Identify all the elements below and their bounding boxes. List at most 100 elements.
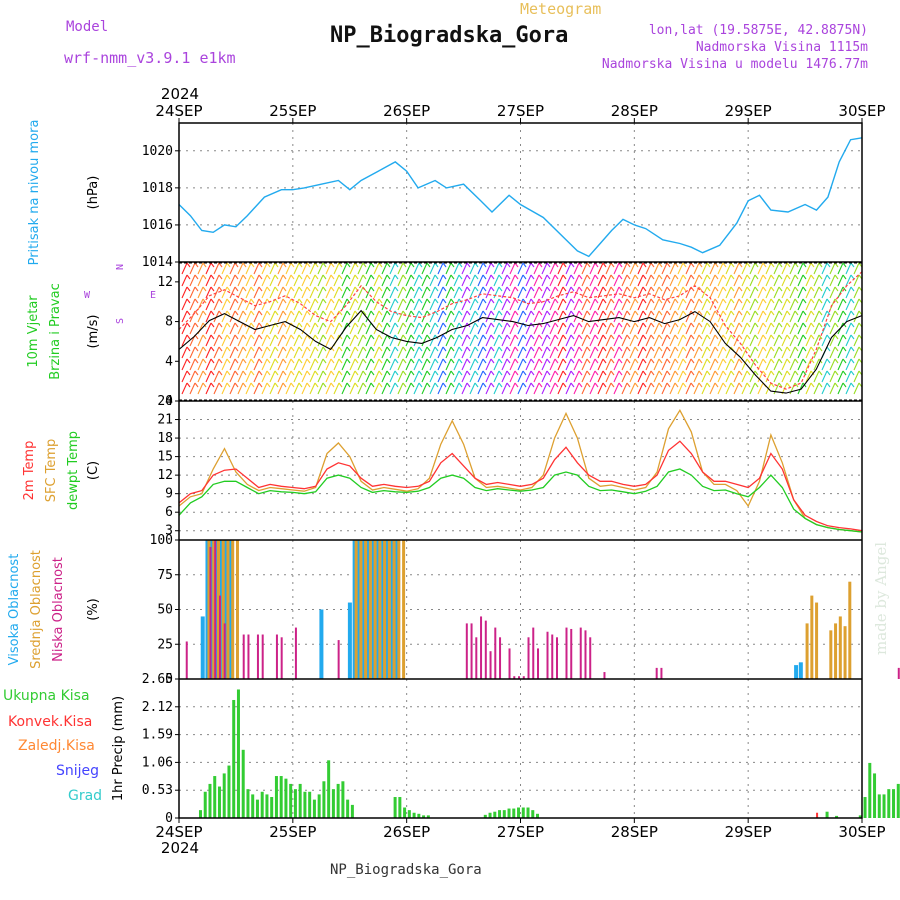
wind-barb-flag bbox=[426, 358, 431, 364]
wind-barb-flag bbox=[634, 382, 639, 388]
wind-barb bbox=[621, 358, 628, 371]
wind-barb-flag bbox=[802, 334, 807, 340]
wind-barb-flag bbox=[778, 274, 783, 280]
wind-barb-flag bbox=[650, 322, 655, 328]
wind-barb bbox=[741, 274, 748, 287]
wind-barb-flag bbox=[554, 322, 559, 328]
wind-barb-flag bbox=[778, 358, 783, 364]
wind-barb-flag bbox=[338, 262, 343, 268]
wind-barb bbox=[461, 346, 468, 359]
wind-barb-flag bbox=[754, 298, 759, 304]
wind-barb-flag bbox=[746, 346, 751, 352]
precip-total-bar bbox=[536, 813, 540, 818]
bottom-day-label: 30SEP bbox=[838, 823, 885, 841]
wind-barb-flag bbox=[554, 262, 559, 268]
wind-barb-flag bbox=[786, 322, 791, 328]
wind-barb bbox=[605, 262, 612, 275]
wind-barb-flag bbox=[418, 346, 423, 352]
wind-barb-flag bbox=[802, 358, 807, 364]
wind-barb-flag bbox=[498, 334, 503, 340]
wind-barb bbox=[773, 310, 780, 323]
wind-barb bbox=[845, 322, 852, 335]
wind-barb-flag bbox=[770, 358, 775, 364]
wind-barb-flag bbox=[370, 370, 375, 376]
wind-barb-flag bbox=[450, 370, 455, 376]
wind-barb bbox=[429, 322, 436, 335]
wind-barb bbox=[669, 358, 676, 371]
wind-barb bbox=[517, 274, 524, 287]
precip-total-bar bbox=[868, 762, 872, 818]
wind-barb bbox=[645, 310, 652, 323]
wind-barb-flag bbox=[434, 298, 439, 304]
wind-barb-flag bbox=[770, 334, 775, 340]
wind-barb-flag bbox=[562, 382, 567, 388]
wind-gust-line bbox=[178, 271, 863, 390]
wind-barb bbox=[725, 262, 732, 275]
wind-barb-flag bbox=[674, 262, 679, 268]
cloud-mid-bar bbox=[212, 540, 216, 679]
wind-barb-flag bbox=[418, 310, 423, 316]
wind-barb-flag bbox=[322, 358, 327, 364]
wind-barb bbox=[709, 286, 716, 299]
wind-barb bbox=[293, 334, 300, 347]
wind-barb bbox=[813, 346, 820, 359]
wind-barb-flag bbox=[570, 346, 575, 352]
wind-barb bbox=[293, 274, 300, 287]
wind-barb bbox=[341, 298, 348, 311]
wind-barb-flag bbox=[738, 358, 743, 364]
precip-total-bar bbox=[246, 789, 250, 818]
wind-barb bbox=[789, 322, 796, 335]
wind-barb bbox=[389, 286, 396, 299]
top-day-label: 28SEP bbox=[611, 102, 658, 120]
wind-barb-flag bbox=[722, 346, 727, 352]
wind-barb-flag bbox=[426, 382, 431, 388]
wind-barb bbox=[301, 358, 308, 371]
wind-barb-flag bbox=[482, 298, 487, 304]
wind-barb bbox=[797, 310, 804, 323]
wind-barb-flag bbox=[402, 310, 407, 316]
wind-barb-flag bbox=[378, 370, 383, 376]
wind-barb bbox=[413, 346, 420, 359]
wind-barb bbox=[597, 298, 604, 311]
wind-barb bbox=[501, 274, 508, 287]
wind-barb bbox=[589, 322, 596, 335]
precip-total-bar bbox=[298, 783, 302, 818]
wind-barb-flag bbox=[554, 334, 559, 340]
wind-barb-flag bbox=[546, 262, 551, 268]
wind-barb bbox=[413, 358, 420, 371]
wind-barb bbox=[573, 334, 580, 347]
wind-barb bbox=[565, 370, 572, 383]
wind-barb-flag bbox=[626, 334, 631, 340]
wind-barb-flag bbox=[258, 262, 263, 268]
wind-barb bbox=[621, 382, 628, 395]
wind-barb-flag bbox=[330, 382, 335, 388]
cloud-high-bar bbox=[200, 616, 205, 679]
wind-barb-flag bbox=[850, 286, 855, 292]
wind-barb bbox=[677, 262, 684, 275]
wind-barb-flag bbox=[274, 334, 279, 340]
wind-barb-flag bbox=[674, 286, 679, 292]
wind-barb-flag bbox=[410, 298, 415, 304]
wind-barb-flag bbox=[266, 358, 271, 364]
wind-barb-flag bbox=[338, 322, 343, 328]
wind-barb bbox=[749, 370, 756, 383]
wind-barb-flag bbox=[266, 310, 271, 316]
wind-barb-flag bbox=[514, 298, 519, 304]
wind-barb-flag bbox=[562, 274, 567, 280]
wind-barb-flag bbox=[802, 310, 807, 316]
wind-barb bbox=[437, 334, 444, 347]
wind-barb-flag bbox=[194, 382, 199, 388]
wind-barb bbox=[837, 262, 844, 275]
wind-barb bbox=[645, 274, 652, 287]
wind-barb bbox=[565, 274, 572, 287]
wind-barb-flag bbox=[354, 262, 359, 268]
y-tick-label: 24 bbox=[157, 394, 173, 409]
wind-barb-flag bbox=[714, 370, 719, 376]
wind-barb-flag bbox=[210, 370, 215, 376]
wind-barb bbox=[205, 322, 212, 335]
top-day-label: 27SEP bbox=[497, 102, 544, 120]
wind-barb bbox=[709, 322, 716, 335]
wind-barb-flag bbox=[298, 370, 303, 376]
wind-barb bbox=[301, 310, 308, 323]
wind-barb bbox=[261, 334, 268, 347]
